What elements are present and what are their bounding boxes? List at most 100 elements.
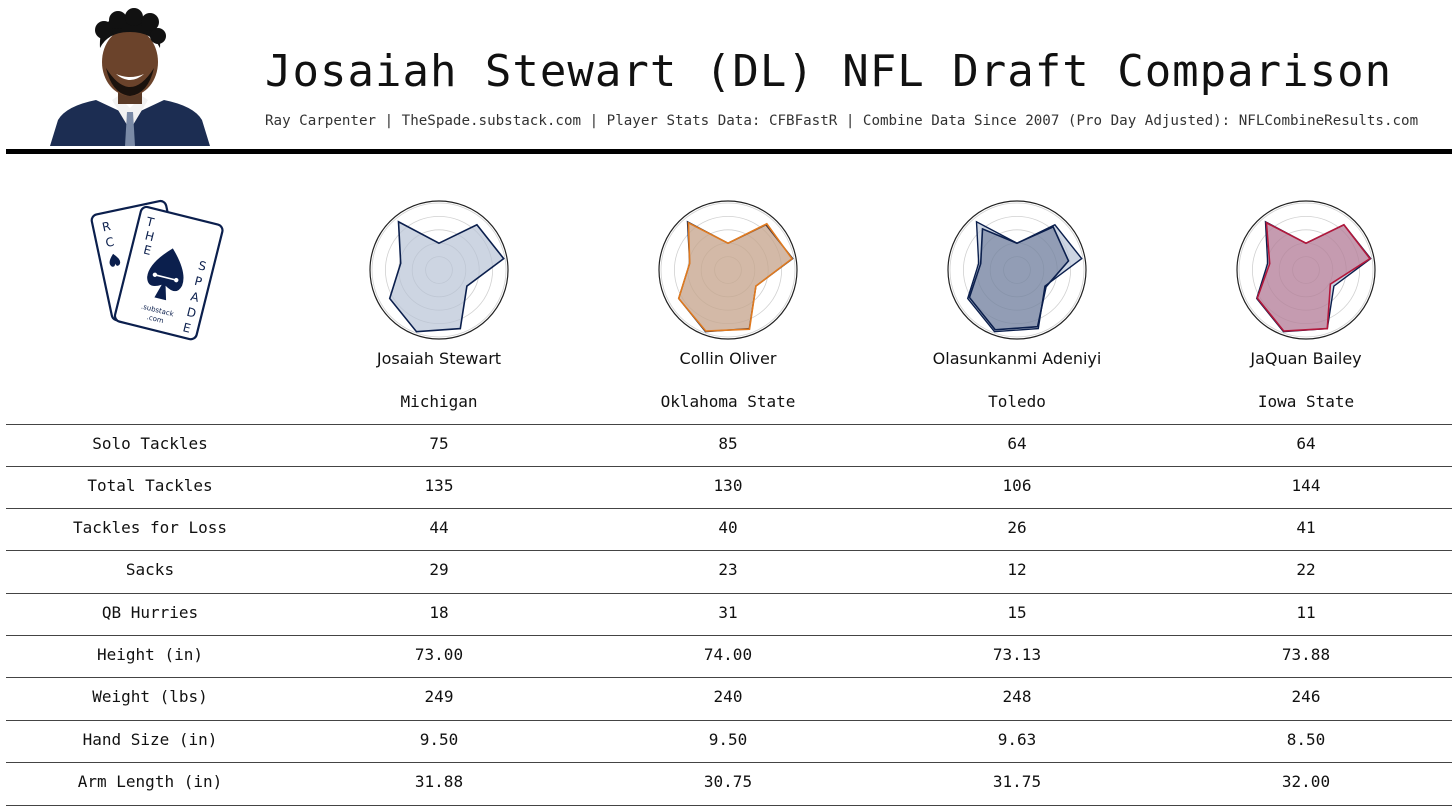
- table-row: Tackles for Loss 44 40 26 41: [6, 508, 1452, 550]
- logo-letter: E: [181, 320, 192, 335]
- table-row: QB Hurries 18 31 15 11: [6, 593, 1452, 635]
- row-divider: [6, 593, 1452, 594]
- logo-letter: R: [101, 219, 112, 234]
- radar-outer-ring: [369, 200, 509, 340]
- row-divider: [6, 466, 1452, 467]
- radar-series-polygon: [677, 221, 794, 332]
- stat-value: 12: [1007, 560, 1027, 579]
- radar-grid-ring: [949, 202, 1085, 338]
- table-bottom-divider: [6, 805, 1452, 806]
- logo-letter: S: [197, 258, 208, 273]
- stat-value: 240: [713, 687, 743, 706]
- stat-label: Solo Tackles: [92, 434, 208, 453]
- radar-grid-ring: [660, 202, 796, 338]
- stat-label: Tackles for Loss: [72, 518, 228, 537]
- table-row: Sacks 29 23 12 22: [6, 550, 1452, 592]
- row-divider: [6, 762, 1452, 763]
- stat-label: Total Tackles: [87, 476, 213, 495]
- spade-icon: [147, 248, 184, 301]
- radar-baseline-polygon: [966, 220, 1083, 333]
- table-row: Height (in) 73.00 74.00 73.13 73.88: [6, 635, 1452, 677]
- player-school: Michigan: [400, 392, 478, 411]
- stat-label: Hand Size (in): [82, 730, 218, 749]
- logo-letter: D: [185, 305, 197, 321]
- radar-chart-josaiah-stewart: [369, 200, 509, 340]
- stat-value: 31.75: [992, 772, 1042, 791]
- radar-outer-ring: [947, 200, 1087, 340]
- logo-letter: P: [193, 274, 203, 289]
- player-school: Oklahoma State: [660, 392, 796, 411]
- logo-tagline: .com: [146, 313, 165, 325]
- player-name: Olasunkanmi Adeniyi: [932, 349, 1102, 368]
- stat-value: 23: [718, 560, 738, 579]
- stat-value: 75: [429, 434, 449, 453]
- stat-value: 8.50: [1286, 730, 1326, 749]
- logo-letter: E: [142, 243, 153, 258]
- table-row: Weight (lbs) 249 240 248 246: [6, 677, 1452, 719]
- player-school: Toledo: [988, 392, 1046, 411]
- radar-outer-ring: [1236, 200, 1376, 340]
- stat-value: 135: [424, 476, 454, 495]
- stat-label: Arm Length (in): [77, 772, 223, 791]
- stat-value: 9.50: [419, 730, 459, 749]
- row-divider: [6, 424, 1452, 425]
- stat-value: 74.00: [703, 645, 753, 664]
- page-title: Josaiah Stewart (DL) NFL Draft Compariso…: [265, 46, 1393, 97]
- the-spade-logo: R C T H E S P A D E .substack .com: [90, 199, 224, 341]
- radar-series-polygon: [1256, 221, 1372, 332]
- stat-label: Height (in): [97, 645, 203, 664]
- stat-value: 15: [1007, 603, 1027, 622]
- stat-value: 29: [429, 560, 449, 579]
- stat-value: 31.88: [414, 772, 464, 791]
- player-name: Collin Oliver: [679, 349, 777, 368]
- stat-value: 40: [718, 518, 738, 537]
- stat-value: 144: [1291, 476, 1321, 495]
- stat-value: 85: [718, 434, 738, 453]
- stat-value: 11: [1296, 603, 1316, 622]
- stat-value: 31: [718, 603, 738, 622]
- row-divider: [6, 677, 1452, 678]
- row-divider: [6, 508, 1452, 509]
- player-school: Iowa State: [1257, 392, 1355, 411]
- stat-value: 106: [1002, 476, 1032, 495]
- table-row: Arm Length (in) 31.88 30.75 31.75 32.00: [6, 762, 1452, 804]
- header-divider: [6, 149, 1452, 154]
- stat-value: 22: [1296, 560, 1316, 579]
- stat-value: 41: [1296, 518, 1316, 537]
- radar-chart-jaquan-bailey: [1236, 200, 1376, 340]
- stat-value: 64: [1296, 434, 1316, 453]
- row-divider: [6, 720, 1452, 721]
- player-headshot: [50, 8, 210, 146]
- stat-value: 32.00: [1281, 772, 1331, 791]
- radar-chart-collin-oliver: [658, 200, 798, 340]
- row-divider: [6, 550, 1452, 551]
- stat-value: 26: [1007, 518, 1027, 537]
- player-name: JaQuan Bailey: [1250, 349, 1362, 368]
- table-row: Total Tackles 135 130 106 144: [6, 466, 1452, 508]
- stat-value: 249: [424, 687, 454, 706]
- stat-value: 44: [429, 518, 449, 537]
- stat-value: 9.63: [997, 730, 1037, 749]
- stat-value: 73.88: [1281, 645, 1331, 664]
- radar-chart-olasunkanmi-adeniyi: [947, 200, 1087, 340]
- stat-label: Weight (lbs): [92, 687, 208, 706]
- stat-value: 248: [1002, 687, 1032, 706]
- stat-label: QB Hurries: [101, 603, 199, 622]
- logo-letter: H: [143, 228, 155, 244]
- stat-value: 9.50: [708, 730, 748, 749]
- stat-value: 73.13: [992, 645, 1042, 664]
- radar-outer-ring: [658, 200, 798, 340]
- stat-value: 73.00: [414, 645, 464, 664]
- stat-value: 130: [713, 476, 743, 495]
- row-divider: [6, 635, 1452, 636]
- radar-grid-ring: [371, 202, 507, 338]
- table-row: Hand Size (in) 9.50 9.50 9.63 8.50: [6, 720, 1452, 762]
- page-subtitle: Ray Carpenter | TheSpade.substack.com | …: [265, 113, 1419, 129]
- player-name: Josaiah Stewart: [376, 349, 502, 368]
- radar-series-polygon: [388, 220, 505, 333]
- table-row: Solo Tackles 75 85 64 64: [6, 424, 1452, 466]
- radar-grid-ring: [1238, 202, 1374, 338]
- stat-label: Sacks: [125, 560, 175, 579]
- logo-letter: C: [104, 235, 115, 250]
- stat-value: 246: [1291, 687, 1321, 706]
